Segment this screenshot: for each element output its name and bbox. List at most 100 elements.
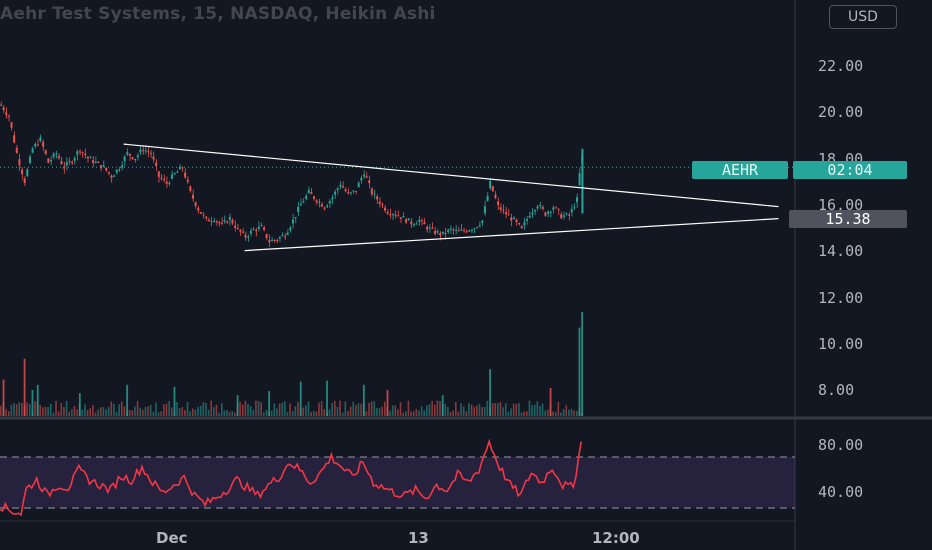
- volume-bar: [562, 409, 565, 416]
- rsi-tick-label: 80.00: [818, 436, 864, 454]
- volume-bar: [554, 412, 557, 416]
- candle-body: [97, 161, 100, 163]
- volume-bar: [331, 402, 333, 416]
- candle-body: [405, 219, 408, 223]
- candle-body: [515, 219, 518, 222]
- volume-bar: [291, 411, 294, 416]
- candle-body: [391, 214, 394, 216]
- candle-body: [205, 216, 208, 219]
- volume-bar: [263, 412, 265, 416]
- volume-bar: [223, 410, 226, 416]
- y-tick-label: 16.00: [818, 196, 864, 214]
- volume-bar: [307, 401, 310, 416]
- volume-bar: [347, 411, 349, 416]
- candle-body: [123, 156, 126, 162]
- volume-bar: [84, 404, 86, 416]
- volume-bar: [92, 405, 94, 416]
- volume-bar: [552, 411, 554, 416]
- candle-body: [152, 156, 155, 160]
- volume-bar: [504, 403, 507, 416]
- candle-body: [352, 190, 355, 192]
- candle-body: [468, 230, 471, 232]
- candle-body: [481, 220, 484, 223]
- volume-bar: [265, 409, 268, 416]
- volume-bar: [297, 401, 299, 416]
- volume-bar: [202, 402, 205, 416]
- candle-body: [470, 230, 473, 232]
- volume-bar: [344, 401, 347, 416]
- volume-bar: [470, 404, 473, 416]
- candle-body: [476, 227, 479, 229]
- candle-body: [18, 159, 21, 166]
- volume-bar: [476, 405, 478, 416]
- y-tick-label: 14.00: [818, 242, 864, 260]
- candle-body: [489, 181, 492, 189]
- volume-bar: [178, 408, 181, 416]
- candle-body: [176, 171, 179, 173]
- candle-body: [452, 229, 455, 231]
- candle-body: [334, 191, 337, 195]
- volume-bar: [454, 401, 457, 416]
- volume-bar: [481, 406, 483, 416]
- candle-body: [28, 156, 31, 164]
- volume-bar: [18, 402, 21, 416]
- candle-body: [312, 196, 315, 199]
- candle-body: [60, 161, 63, 165]
- volume-bar: [357, 403, 360, 416]
- candle-body: [218, 222, 221, 224]
- volume-bar: [81, 409, 84, 416]
- candle-body: [199, 212, 202, 214]
- volume-bar: [257, 400, 260, 416]
- volume-bar: [186, 401, 189, 416]
- candle-body: [320, 204, 323, 207]
- candle-body: [170, 174, 173, 179]
- volume-bar: [39, 405, 42, 416]
- volume-bar: [412, 411, 415, 416]
- volume-bar: [199, 405, 202, 416]
- volume-bar: [349, 406, 352, 416]
- candle-body: [418, 220, 421, 222]
- candle-body: [2, 107, 5, 111]
- candle-body: [305, 195, 308, 199]
- candle-body: [526, 219, 528, 221]
- candle-body: [436, 231, 439, 233]
- volume-bar: [131, 410, 134, 416]
- volume-bar: [386, 390, 389, 416]
- volume-bar: [294, 406, 297, 416]
- volume-bar: [465, 411, 468, 416]
- volume-bar: [157, 412, 160, 416]
- candle-body: [299, 203, 302, 206]
- candle-body: [71, 162, 74, 164]
- volume-bar: [299, 381, 302, 416]
- volume-bar: [191, 408, 194, 416]
- candle-body: [23, 178, 26, 183]
- candle-body: [207, 219, 210, 222]
- volume-bar: [334, 400, 336, 416]
- candle-body: [565, 213, 568, 215]
- volume-bar: [415, 408, 418, 416]
- volume-bar: [497, 402, 499, 416]
- volume-bar: [528, 400, 531, 416]
- volume-bar: [71, 409, 73, 416]
- volume-bar: [220, 403, 223, 416]
- currency-button[interactable]: USD: [829, 5, 897, 29]
- candle-body: [215, 221, 218, 223]
- candle-body: [341, 186, 344, 188]
- candle-body: [373, 193, 376, 195]
- candle-body: [428, 227, 431, 229]
- volume-bar: [302, 407, 305, 416]
- volume-bar: [520, 412, 523, 416]
- volume-bar: [134, 406, 136, 416]
- candle-body: [134, 159, 137, 161]
- volume-bar: [55, 400, 57, 416]
- volume-bar: [326, 380, 328, 416]
- candle-body: [399, 217, 402, 219]
- volume-bar: [565, 405, 568, 416]
- volume-bar: [60, 403, 63, 416]
- volume-bar: [531, 405, 533, 416]
- volume-bar: [512, 403, 515, 416]
- candle-body: [368, 180, 371, 184]
- volume-bar: [226, 409, 228, 416]
- candle-body: [318, 201, 321, 203]
